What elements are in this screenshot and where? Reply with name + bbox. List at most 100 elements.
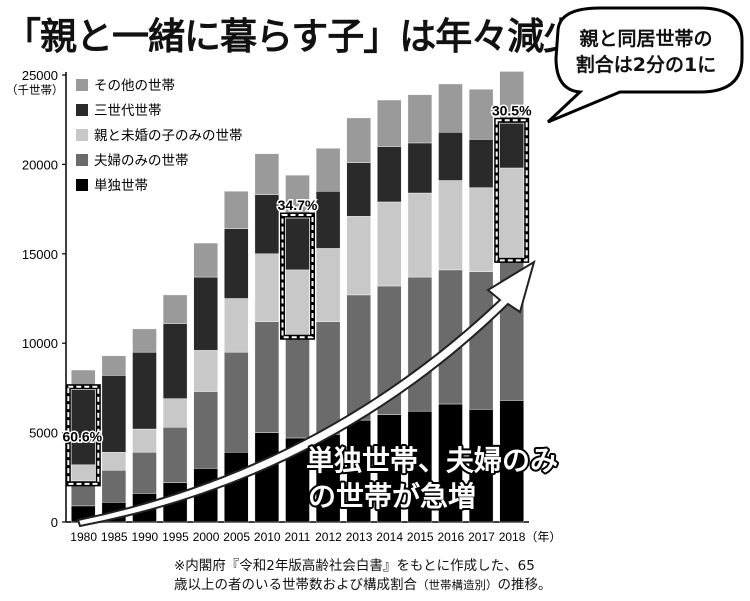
highlight-box-dash	[495, 119, 528, 262]
bar-segment	[193, 391, 218, 469]
bar-segment	[407, 142, 433, 194]
x-tick-label: 2017	[468, 530, 495, 544]
arrow-text-line-2: の世帯が急増	[308, 480, 476, 513]
bar-segment	[224, 298, 249, 353]
bar-segment	[285, 334, 310, 439]
y-tick-label: 20000	[22, 157, 58, 172]
bar-segment	[468, 409, 494, 523]
legend-label: 夫婦のみの世帯	[94, 152, 189, 169]
bar-segment	[346, 216, 371, 296]
bar-segment	[315, 191, 341, 249]
x-tick-label: 2014	[376, 530, 403, 544]
growth-arrow-icon	[76, 259, 536, 528]
x-tick-label: 2005	[223, 530, 250, 544]
bar-segment	[71, 464, 96, 482]
legend-label: 親と未婚の子のみの世帯	[94, 128, 243, 144]
callout-bubble	[546, 6, 744, 124]
bar-segment	[101, 355, 127, 376]
percent-label: 34.7%	[278, 197, 318, 213]
legend-swatch	[76, 104, 88, 116]
bar-segment	[132, 452, 157, 494]
bar-segment	[315, 148, 341, 192]
source-line-2c: の推移。	[497, 577, 552, 593]
page-title: 「親と一緒に暮らす子」は年々減少！	[4, 15, 616, 58]
highlight-box-dash	[281, 214, 314, 339]
bar-segment	[224, 228, 249, 299]
bar-segment	[407, 192, 433, 278]
bar-segment	[254, 321, 280, 433]
bars	[71, 71, 524, 523]
bar-segment	[162, 427, 188, 483]
bar-segment	[377, 146, 402, 203]
bar-segment	[499, 71, 524, 124]
callout-line-1: 親と同居世帯の	[579, 28, 713, 50]
bar-segment	[254, 432, 280, 523]
x-tick-label: 1980	[70, 530, 97, 544]
bar-segment	[132, 351, 157, 430]
bar-segment	[101, 452, 127, 471]
bar-segment	[285, 269, 310, 335]
legend-swatch	[76, 79, 88, 91]
x-tick-label: 1985	[101, 530, 128, 544]
bar-segment	[407, 94, 433, 144]
bar-segment	[285, 217, 310, 271]
x-tick-label: 2018（年）	[499, 530, 562, 544]
bar-segment	[71, 389, 96, 465]
legend-swatch	[76, 179, 88, 191]
bar-segment	[101, 375, 127, 453]
legend-label: その他の世帯	[94, 78, 175, 94]
bar-segment	[224, 191, 249, 229]
x-tick-label: 2012	[315, 530, 342, 544]
bar-segment	[438, 180, 463, 271]
bar-segment	[468, 187, 494, 272]
source-line-2b: （世帯構造別）	[417, 578, 498, 592]
bar-segment	[315, 321, 341, 435]
x-tick-label: 2000	[193, 530, 220, 544]
x-tick-label: 2013	[346, 530, 373, 544]
legend-swatch	[76, 154, 88, 166]
bar-segment	[254, 153, 280, 195]
callout-text: 親と同居世帯の 割合は2分の1に	[556, 26, 736, 78]
bar-segment	[377, 201, 402, 287]
bar-segment	[285, 174, 310, 219]
bar-segment	[132, 328, 157, 353]
bar-segment	[193, 242, 218, 278]
bar-segment	[254, 253, 280, 322]
arrow-text-line-1: 単独世帯、夫婦のみ	[306, 444, 558, 477]
bar-segment	[315, 434, 341, 523]
bar-segment	[224, 351, 249, 453]
y-tick-label: 25000	[22, 68, 58, 83]
bar-segment	[315, 248, 341, 322]
x-tick-label: 2016	[438, 530, 465, 544]
bar-segment	[193, 276, 218, 351]
percent-label: 30.5%	[492, 102, 532, 118]
highlight-boxes: 60.6% 34.7% 30.5%	[61, 101, 534, 487]
percent-label: 60.6%	[62, 428, 102, 444]
bar-segment	[499, 123, 524, 169]
callout-line-2: 割合は2分の1に	[575, 54, 717, 76]
bar-segment	[438, 83, 463, 133]
bar-segment	[254, 194, 280, 255]
bar-segment	[162, 294, 188, 324]
y-tick-label: 15000	[22, 247, 58, 262]
y-tick-label: 10000	[22, 336, 58, 351]
source-line-2a: 歳以上の者のいる世帯数および構成割合	[174, 577, 417, 593]
bar-segment	[224, 452, 249, 523]
y-tick-label: 5000	[29, 426, 58, 441]
bar-segment	[101, 469, 127, 503]
legend-label: 単独世帯	[94, 178, 148, 194]
bar-segment	[346, 294, 371, 421]
bar-segment	[346, 162, 371, 217]
bar-segment	[468, 89, 494, 140]
bar-segment	[346, 117, 371, 163]
source-note: ※内閣府『令和2年版高齢社会白書』をもとに作成した、65 歳以上の者のいる世帯数…	[174, 557, 744, 595]
axes: 0 5000 10000 15000 20000 25000（千世帯） 1980 1985 19…	[6, 68, 561, 544]
y-axis-label: （千世帯）	[6, 83, 64, 97]
y-tick-label: 0	[51, 515, 58, 530]
bar-segment	[346, 419, 371, 523]
bar-segment	[499, 167, 524, 258]
x-tick-label: 2011	[285, 530, 311, 544]
